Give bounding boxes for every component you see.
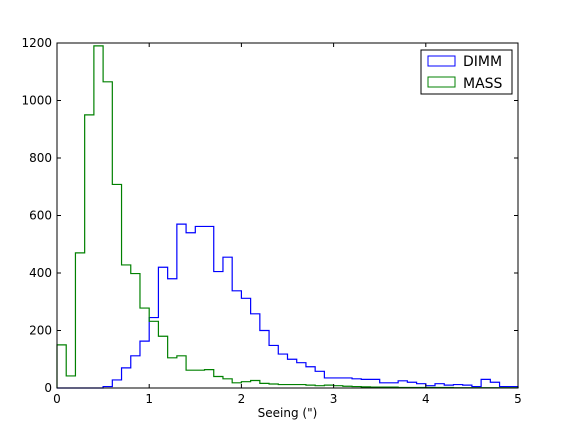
legend: DIMM MASS	[420, 49, 513, 95]
y-tick-label: 200	[29, 324, 52, 338]
x-axis-label: Seeing (")	[258, 406, 318, 420]
series-dimm-step	[57, 223, 519, 389]
x-tick-label: 5	[514, 392, 522, 406]
series-mass-step	[56, 45, 519, 389]
x-axis: 0 1 2 3 4 5	[53, 43, 522, 406]
y-tick-label: 0	[44, 381, 52, 395]
y-tick-label: 600	[29, 209, 52, 223]
x-tick-label: 1	[145, 392, 153, 406]
x-tick-label: 0	[53, 392, 61, 406]
x-tick-label: 4	[422, 392, 430, 406]
y-tick-label: 1200	[21, 36, 52, 50]
legend-label-mass: MASS	[463, 76, 503, 92]
series-layer	[56, 45, 519, 389]
x-tick-label: 2	[238, 392, 246, 406]
y-tick-label: 1000	[21, 94, 52, 108]
y-axis: 0 200 400 600 800 1000 1200	[21, 36, 518, 395]
legend-swatch-mass	[427, 76, 456, 88]
y-tick-label: 800	[29, 151, 52, 165]
legend-swatch-dimm	[427, 55, 456, 67]
y-tick-label: 400	[29, 266, 52, 280]
x-tick-label: 3	[330, 392, 338, 406]
legend-label-dimm: DIMM	[463, 54, 502, 70]
plot-area	[57, 43, 518, 388]
